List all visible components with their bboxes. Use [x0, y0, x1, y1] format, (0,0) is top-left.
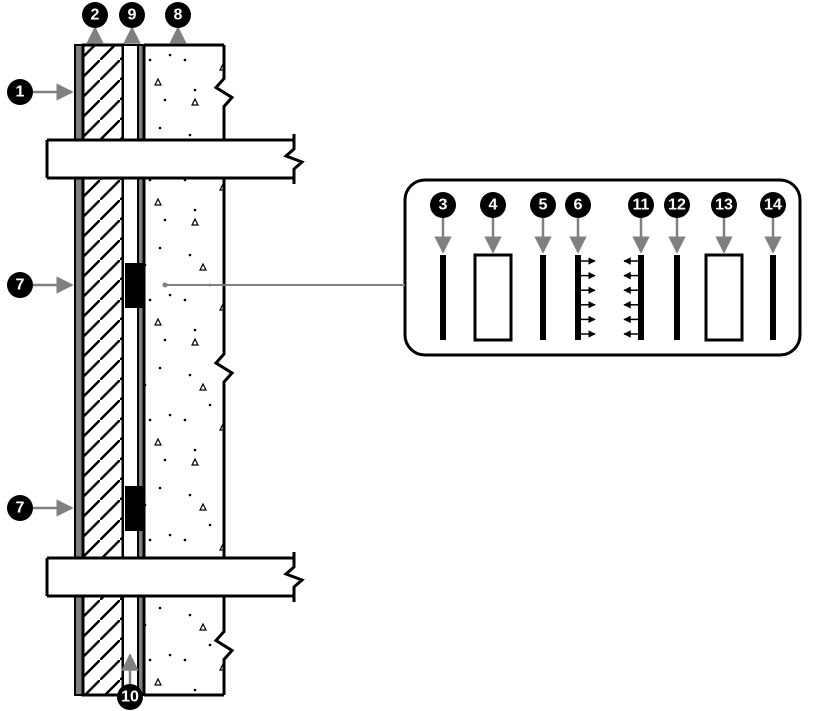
callout-4-label: 4: [489, 197, 498, 214]
anchor-bracket: [125, 486, 144, 531]
callout-5-bubble: 5: [530, 192, 556, 218]
callout-14-label: 14: [764, 197, 782, 214]
callout-2-label: 2: [91, 7, 100, 24]
technical-section-diagram: 12987710345611121314: [0, 0, 827, 711]
callout-11-bubble: 11: [628, 192, 654, 218]
callout-1-label: 1: [16, 84, 25, 101]
callout-12-bubble: 12: [664, 192, 690, 218]
anchor-bracket: [125, 263, 144, 308]
callout-7-bubble: 7: [7, 495, 33, 521]
main-cross-section: [47, 45, 302, 695]
callout-6-bubble: 6: [565, 192, 591, 218]
callout-12-label: 12: [668, 197, 686, 214]
callout-1-bubble: 1: [7, 79, 33, 105]
callout-2-bubble: 2: [82, 2, 108, 28]
callout-4-bubble: 4: [480, 192, 506, 218]
callout-13-label: 13: [715, 197, 733, 214]
callout-7-label: 7: [16, 277, 25, 294]
callout-9-label: 9: [128, 7, 137, 24]
callout-5-label: 5: [539, 197, 548, 214]
callout-9-bubble: 9: [119, 2, 145, 28]
callout-8-label: 8: [174, 7, 183, 24]
detail-callout-box: [405, 180, 800, 355]
callout-3-label: 3: [439, 197, 448, 214]
callout-14-bubble: 14: [760, 192, 786, 218]
callout-10-bubble: 10: [117, 684, 143, 710]
callout-7-label: 7: [16, 500, 25, 517]
callout-6-label: 6: [574, 197, 583, 214]
callout-10-label: 10: [121, 689, 139, 706]
callout-7-bubble: 7: [7, 272, 33, 298]
callout-13-bubble: 13: [711, 192, 737, 218]
callout-3-bubble: 3: [430, 192, 456, 218]
callout-11-label: 11: [633, 197, 650, 214]
callout-8-bubble: 8: [165, 2, 191, 28]
